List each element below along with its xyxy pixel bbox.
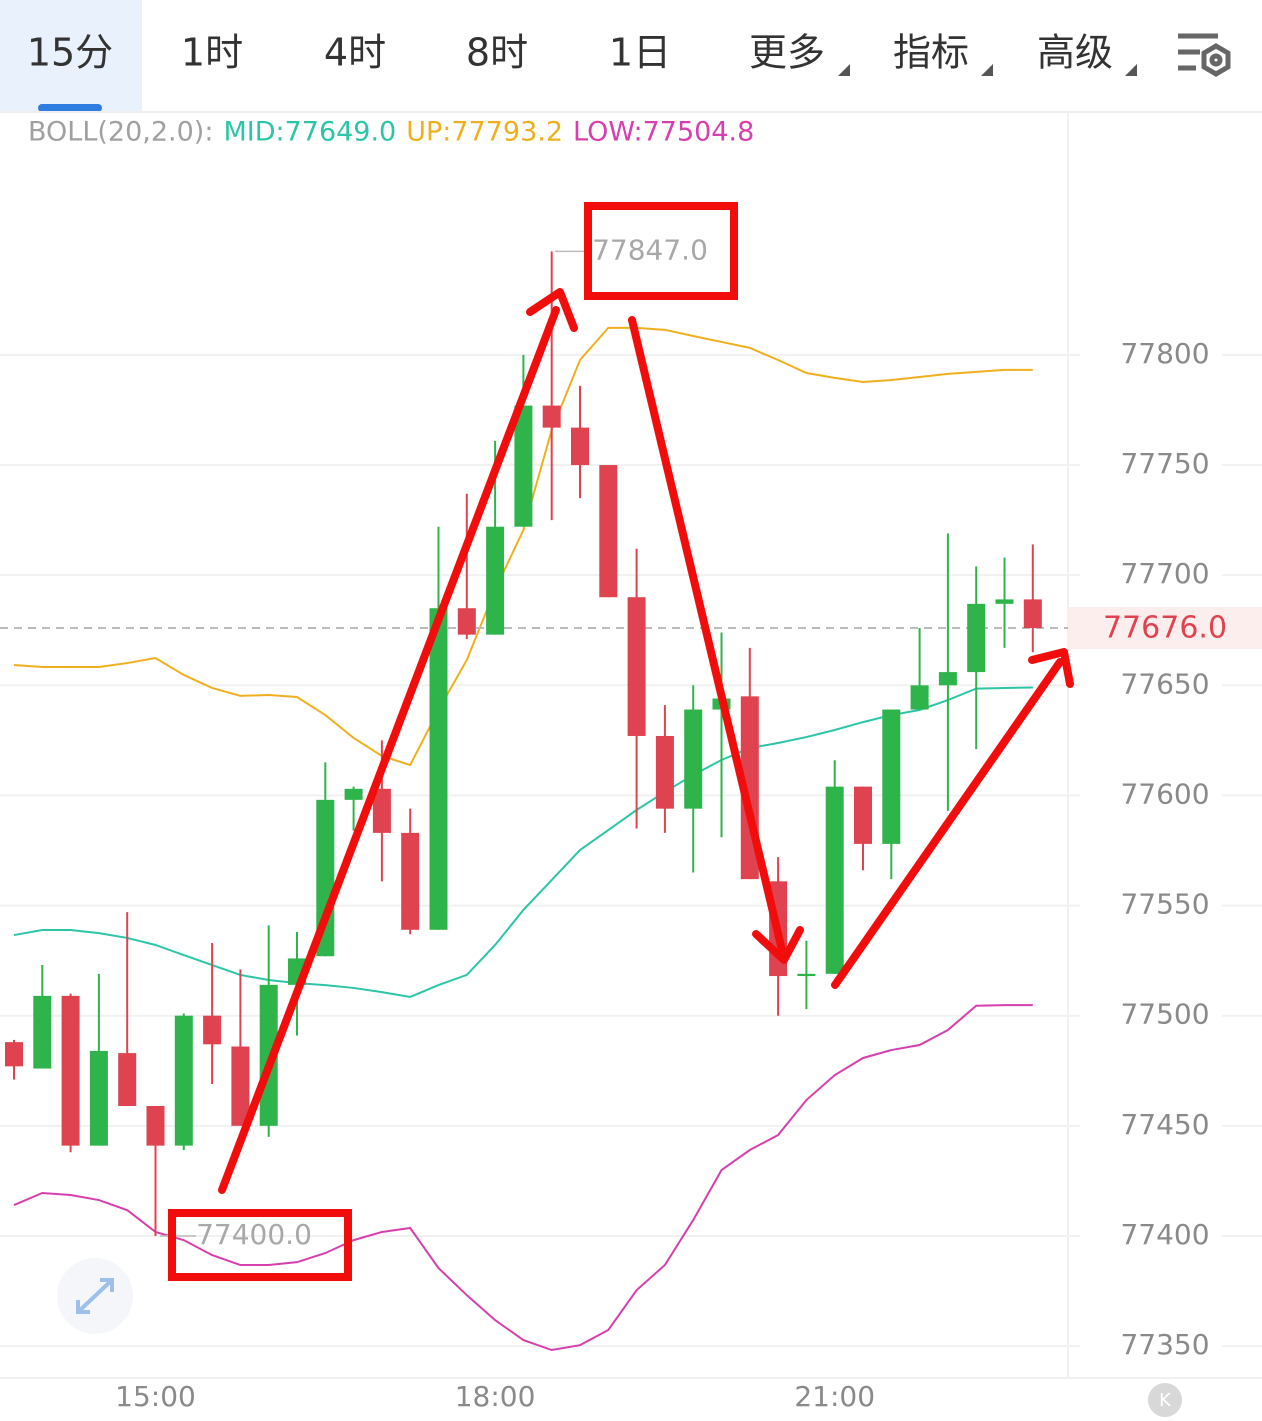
candle-body: [118, 1053, 137, 1106]
candle-body: [344, 788, 363, 800]
candle-body: [854, 786, 872, 844]
y-tick-label: 77400: [1120, 1218, 1209, 1251]
candle-body: [542, 405, 561, 428]
candle-body: [627, 597, 646, 736]
candle-body: [995, 599, 1014, 604]
y-tick-label: 77700: [1120, 557, 1209, 590]
candle-body: [5, 1042, 23, 1067]
x-tick-label: 18:00: [455, 1380, 536, 1413]
band-line: [13, 326, 1033, 767]
tab[interactable]: 8时: [466, 31, 528, 75]
candle-body: [1023, 599, 1042, 629]
tab[interactable]: 高级: [1037, 31, 1113, 75]
legend-entry: MID:77649.0: [223, 117, 396, 148]
x-tick-label: 15:00: [115, 1380, 196, 1413]
markup-annotations: [168, 202, 1074, 1281]
x-tick-label: 21:00: [794, 1380, 875, 1413]
last-price-label: 77676.0: [1103, 611, 1227, 646]
candle-body: [372, 788, 391, 833]
active-tab-bg: [0, 0, 142, 112]
candle-body: [882, 709, 901, 844]
candle-body: [938, 672, 957, 686]
candle-body: [429, 608, 448, 930]
band-line: [13, 1004, 1033, 1352]
candle-body: [825, 786, 844, 974]
y-tick-label: 77450: [1120, 1108, 1209, 1141]
candle-body: [231, 1046, 250, 1126]
extreme-label: 77400.0: [196, 1218, 312, 1251]
legend-entry: LOW:77504.8: [573, 117, 754, 148]
tab[interactable]: 4时: [324, 31, 386, 75]
tab[interactable]: 15分: [27, 31, 113, 75]
expand-button[interactable]: [57, 1258, 133, 1334]
band-line: [13, 686, 1033, 999]
candle-body: [797, 973, 816, 977]
svg-text:K: K: [1159, 1390, 1172, 1411]
candle-body: [146, 1105, 165, 1146]
active-tab-underline: [38, 104, 102, 112]
y-tick-label: 77800: [1120, 337, 1209, 370]
y-tick-label: 77650: [1120, 667, 1209, 700]
tab[interactable]: 1时: [181, 31, 243, 75]
tab[interactable]: 指标: [893, 31, 969, 75]
y-tick-label: 77500: [1120, 998, 1209, 1031]
candle-body: [457, 608, 476, 635]
candle-body: [571, 427, 589, 466]
tab[interactable]: 1日: [609, 31, 671, 75]
candle-body: [401, 832, 420, 930]
dropdown-carets: [838, 64, 1137, 76]
candle-body: [33, 995, 52, 1069]
legend-entry: UP:77793.2: [406, 117, 563, 148]
k-button[interactable]: K: [1148, 1383, 1182, 1417]
tab[interactable]: 更多: [749, 31, 825, 75]
candle-body: [259, 984, 278, 1126]
y-tick-label: 77750: [1120, 447, 1209, 480]
candle-body: [599, 465, 618, 598]
candle-body: [655, 735, 674, 809]
last-price-bg: [1068, 607, 1262, 650]
y-tick-label: 77350: [1120, 1328, 1209, 1361]
candle-body: [514, 405, 533, 527]
candle-body: [61, 995, 80, 1146]
settings-icon[interactable]: [1178, 33, 1231, 77]
candle-body: [910, 685, 929, 710]
y-tick-label: 77550: [1120, 888, 1209, 921]
candle-body: [486, 526, 505, 635]
legend-entry: BOLL(20,2.0):: [28, 117, 213, 148]
candle-body: [684, 709, 703, 809]
extreme-label: 77847.0: [592, 233, 708, 266]
candle-body: [203, 1015, 222, 1045]
candle-body: [174, 1015, 193, 1146]
y-tick-label: 77600: [1120, 777, 1209, 810]
candle-body: [967, 603, 986, 673]
tab-bar: 15分 1时 4时 8时 1日 更多 指标 高级: [27, 31, 1113, 75]
candle-body: [89, 1050, 108, 1146]
